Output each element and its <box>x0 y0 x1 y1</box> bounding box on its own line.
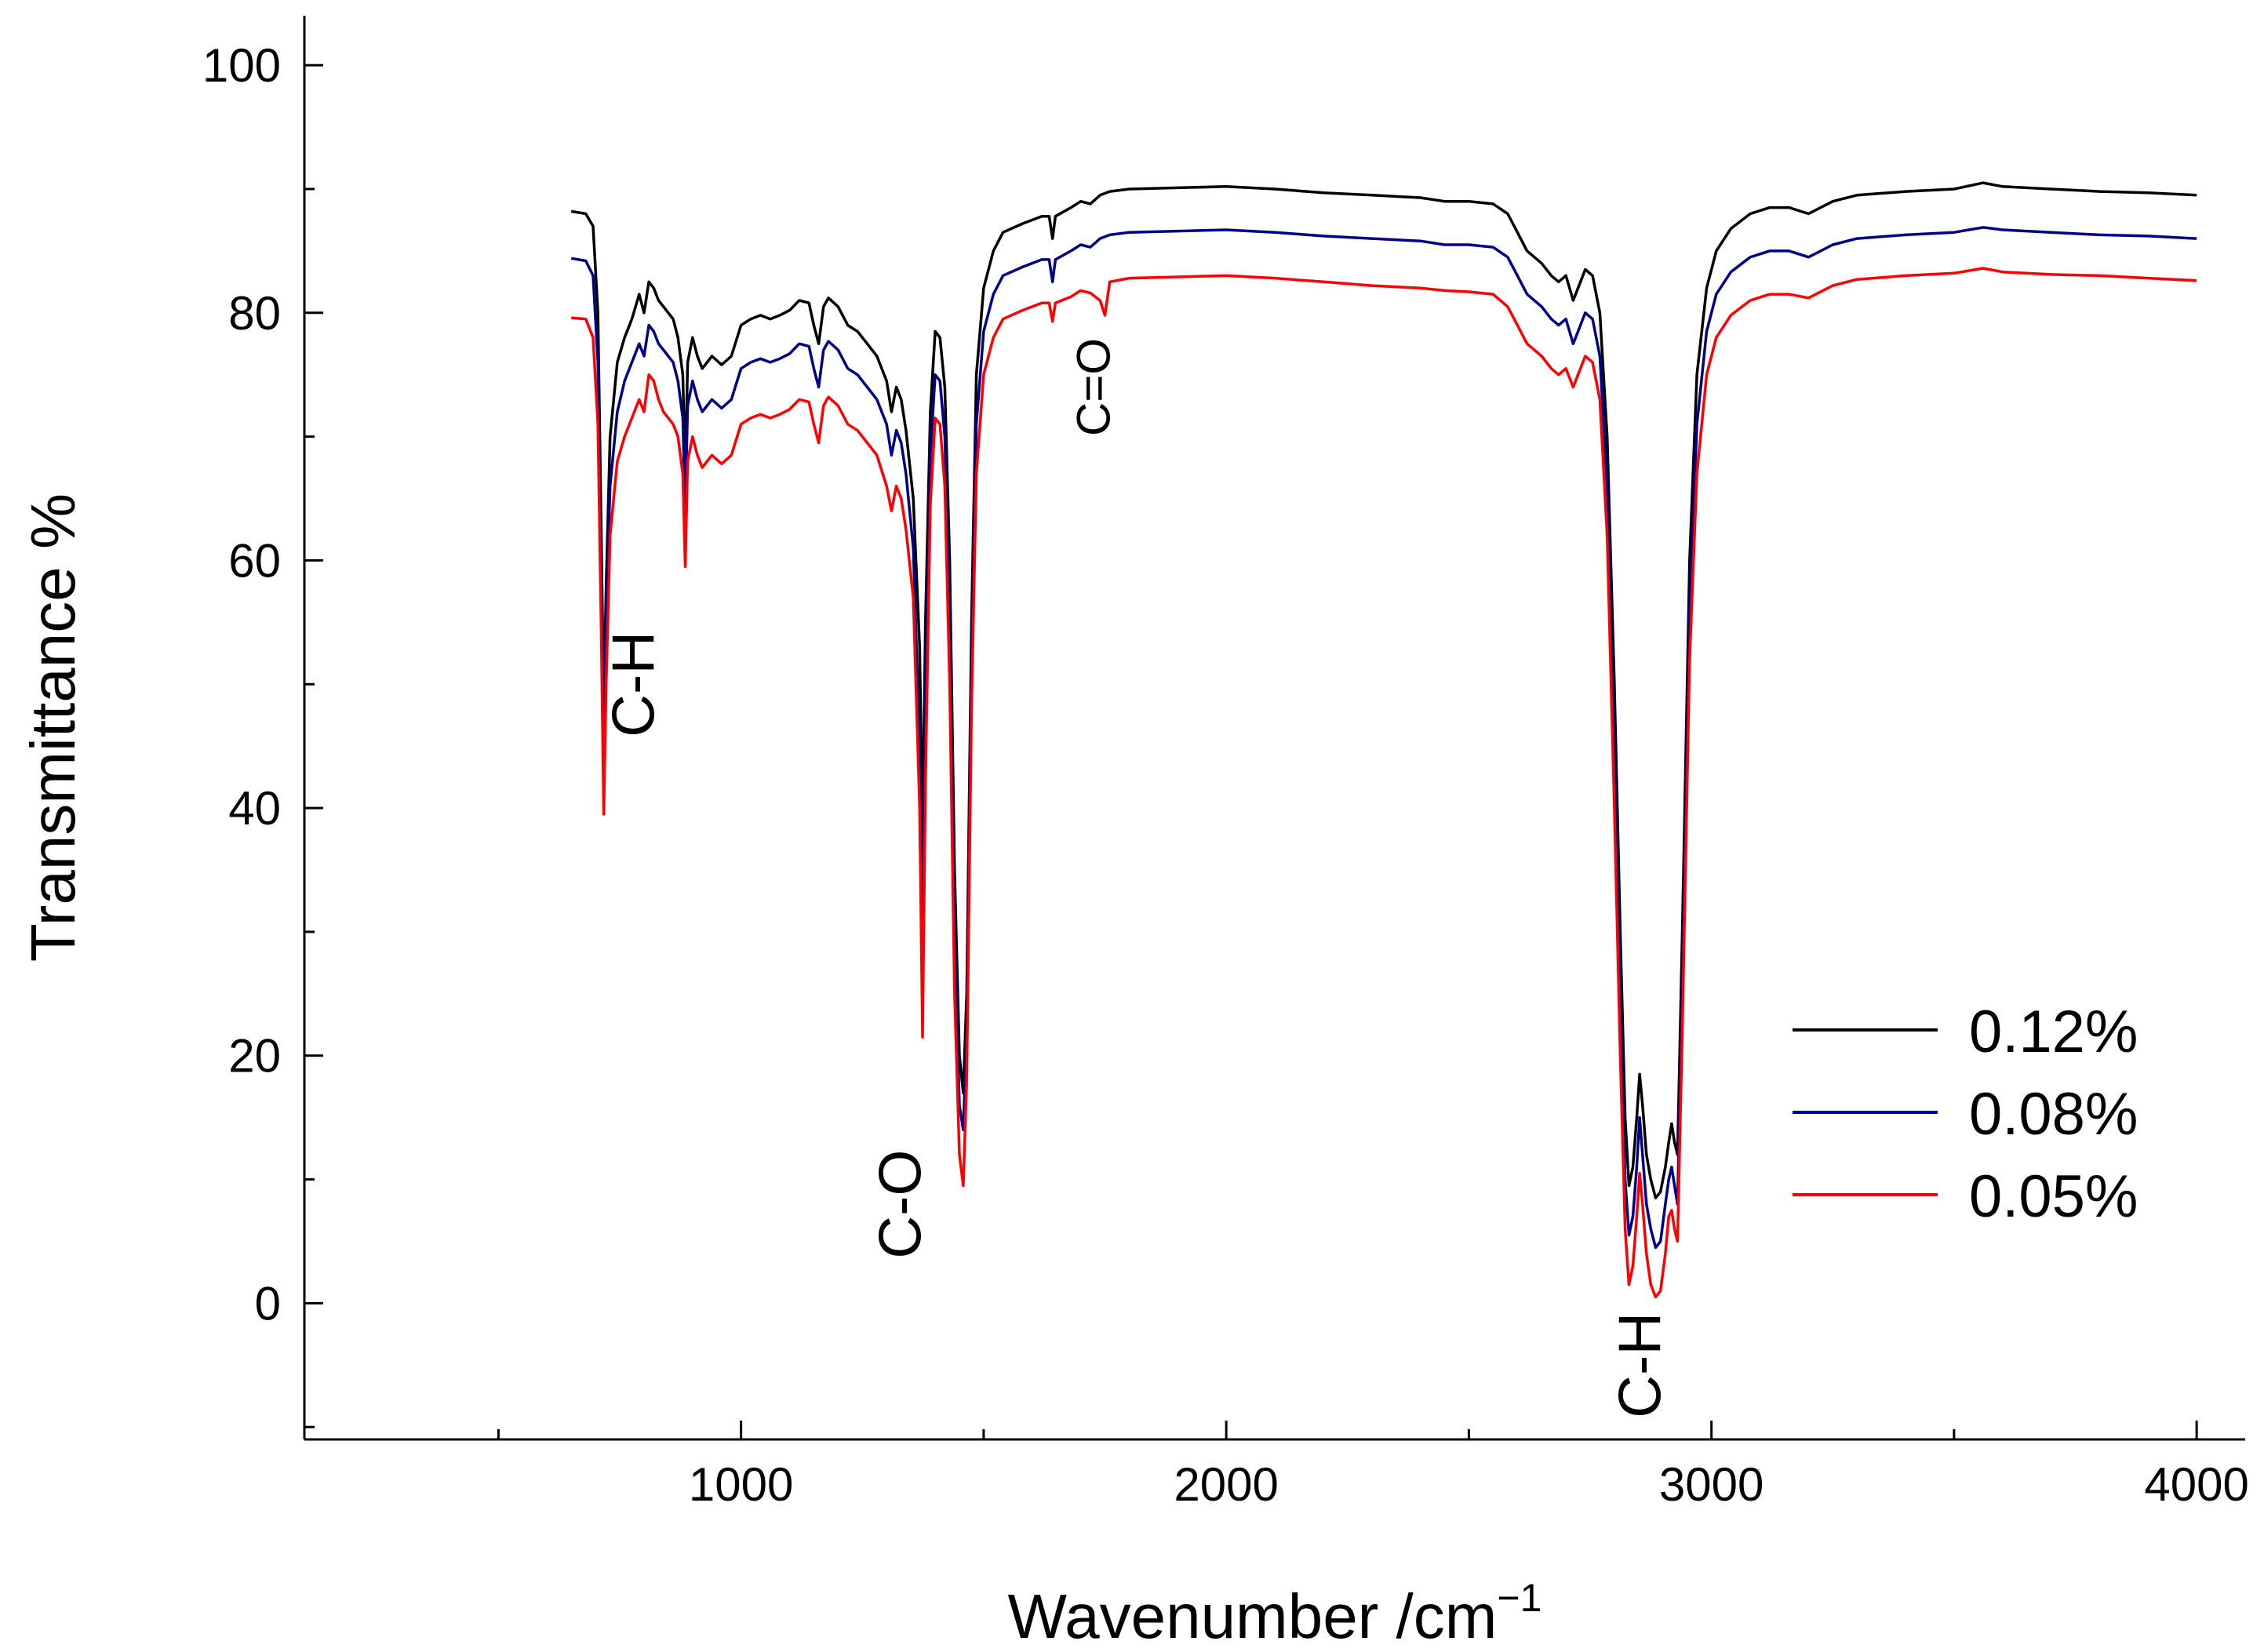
peak-label: C=O <box>1068 338 1120 436</box>
x-tick-label: 2000 <box>1174 1458 1278 1511</box>
legend-label: 0.12% <box>1969 999 2138 1065</box>
y-axis-title: Transmittance % <box>18 493 88 962</box>
y-tick-label: 20 <box>228 1030 281 1083</box>
y-tick-label: 40 <box>228 782 281 835</box>
peak-annotations: C-H C-O C=O C-H <box>600 338 1673 1418</box>
x-axis-title-superscript: −1 <box>1497 1576 1541 1620</box>
series-lines <box>570 181 2197 1299</box>
x-axis-title-text: Wavenumber /cm <box>1008 1581 1498 1651</box>
peak-label: C-H <box>600 631 667 737</box>
axes <box>303 16 2245 1441</box>
y-tick-label: 60 <box>228 534 281 587</box>
legend: 0.12% 0.08% 0.05% <box>1793 999 2138 1230</box>
y-tick-label: 0 <box>255 1277 281 1330</box>
legend-label: 0.05% <box>1969 1163 2138 1230</box>
y-tick-label: 80 <box>228 287 281 340</box>
peak-label: C-O <box>868 1149 934 1258</box>
y-tick-label: 100 <box>202 39 281 92</box>
x-axis-title: Wavenumber /cm−1 <box>1008 1576 1542 1651</box>
series-line-0.05% <box>571 267 2197 1299</box>
series-line-0.08% <box>570 226 2197 1250</box>
x-tick-label: 4000 <box>2144 1458 2248 1511</box>
legend-label: 0.08% <box>1969 1081 2138 1148</box>
ticks: 0 20 40 60 80 100 1000 2000 3000 4000 <box>202 39 2249 1511</box>
peak-label: C-H <box>1607 1312 1674 1418</box>
x-tick-label: 1000 <box>689 1458 793 1511</box>
x-tick-label: 3000 <box>1659 1458 1764 1511</box>
series-line-0.12% <box>570 181 2197 1199</box>
